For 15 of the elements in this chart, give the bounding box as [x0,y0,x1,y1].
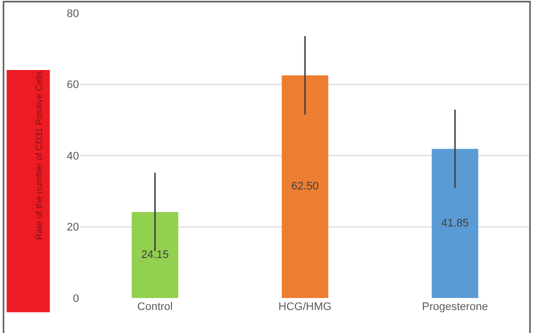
bar [132,212,178,298]
bar [282,75,328,298]
y-tick-label: 40 [66,150,79,162]
bar [432,148,478,298]
data-label: 62.50 [291,180,319,193]
x-tick-label: Control [137,301,173,313]
y-axis-title: Rate of the number of CD31 Positive Cells [34,70,44,240]
data-label: 24.15 [141,248,169,261]
y-tick-label: 60 [66,79,79,92]
y-tick-label: 20 [66,222,79,234]
data-label: 41.85 [441,217,469,230]
x-tick-label: Progesterone [422,301,488,313]
y-tick-label: 0 [72,292,79,305]
y-tick-label: 80 [66,8,79,20]
x-tick-label: HCG/HMG [278,301,332,313]
